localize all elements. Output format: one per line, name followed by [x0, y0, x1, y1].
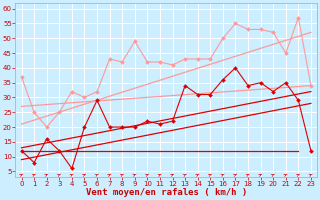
- X-axis label: Vent moyen/en rafales ( km/h ): Vent moyen/en rafales ( km/h ): [86, 188, 247, 197]
